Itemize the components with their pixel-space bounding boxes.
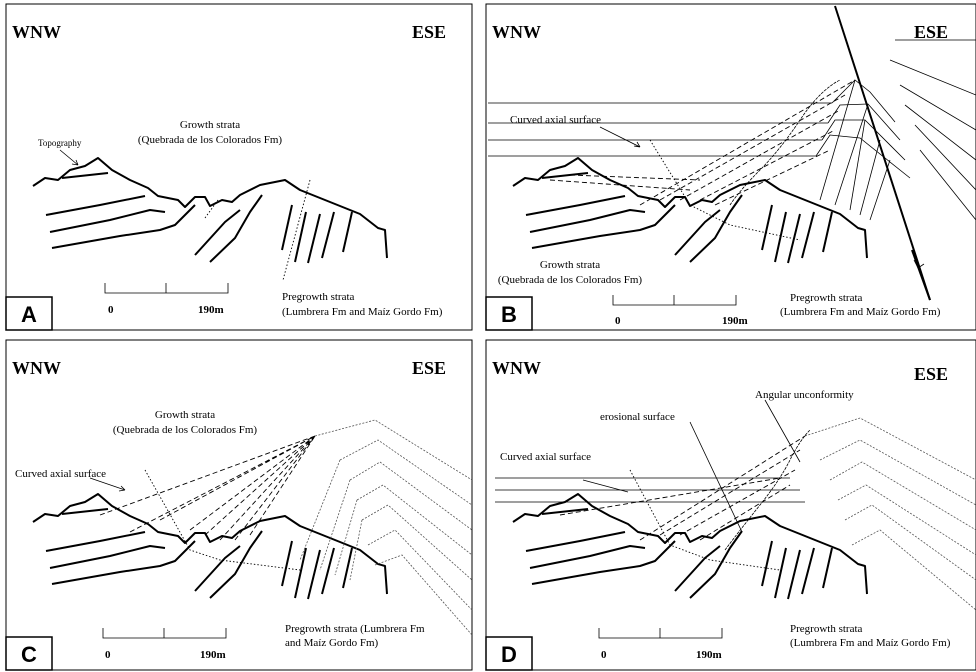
- scale-label: 190m: [200, 649, 226, 661]
- scale-label: 0: [615, 315, 621, 327]
- scale-label: 0: [105, 649, 111, 661]
- label: Growth strata: [540, 259, 600, 271]
- scale-bar: [613, 295, 736, 305]
- label: Growth strata: [155, 409, 215, 421]
- direction-label: WNW: [492, 22, 541, 42]
- fold-limbs: [820, 80, 890, 220]
- label: Growth strata: [180, 119, 240, 131]
- direction-label: WNW: [12, 358, 61, 378]
- label: Pregrowth strata: [282, 291, 355, 303]
- fold-outline: [315, 420, 472, 635]
- scale-bar: [103, 628, 226, 638]
- horizontal-strata: [488, 103, 832, 156]
- label: (Lumbrera Fm and Maíz Gordo Fm): [282, 306, 443, 318]
- growth-strata: [640, 80, 855, 205]
- scale-label: 0: [601, 649, 607, 661]
- axial-surface: [630, 470, 780, 570]
- panel-frame: [6, 4, 472, 330]
- label: (Quebrada de los Colorados Fm): [498, 274, 643, 286]
- fault: [912, 250, 930, 300]
- panel-b: WNW ESE Curved axial surface Growth stra…: [486, 4, 976, 330]
- axial-surface: [145, 470, 300, 570]
- scale-label: 190m: [722, 315, 748, 327]
- panel-c: WNW ESE Growth strata (Quebrada de los C…: [6, 340, 472, 670]
- scale-label: 190m: [696, 649, 722, 661]
- arrow: [60, 150, 78, 165]
- label: Pregrowth strata: [790, 623, 863, 635]
- label: Pregrowth strata: [790, 292, 863, 304]
- arrow: [600, 127, 640, 147]
- label: Curved axial surface: [510, 114, 601, 126]
- direction-label: ESE: [914, 364, 948, 384]
- label: Curved axial surface: [500, 451, 591, 463]
- label: (Quebrada de los Colorados Fm): [113, 424, 258, 436]
- cross-section: [33, 494, 387, 599]
- direction-label: ESE: [412, 22, 446, 42]
- label: (Quebrada de los Colorados Fm): [138, 134, 283, 146]
- fold-outline: [805, 418, 976, 610]
- label: erosional surface: [600, 411, 675, 423]
- axial-trace: [205, 200, 218, 218]
- cross-section: [513, 494, 867, 599]
- panel-a: WNW ESE Growth strata (Quebrada de los C…: [6, 4, 472, 330]
- label: Angular unconformity: [755, 389, 854, 401]
- panel-d: WNW ESE Angular unconformity erosional s…: [486, 340, 976, 670]
- panel-letter: A: [21, 302, 37, 327]
- panel-letter: D: [501, 642, 517, 667]
- scale-label: 190m: [198, 304, 224, 316]
- figure: WNW ESE Growth strata (Quebrada de los C…: [0, 0, 976, 672]
- panel-letter: B: [501, 302, 517, 327]
- hangingwall-strata: [890, 40, 976, 220]
- label: and Maíz Gordo Fm): [285, 637, 379, 649]
- label: Curved axial surface: [15, 468, 106, 480]
- fault: [835, 6, 930, 300]
- axial-surface: [650, 140, 800, 240]
- label: Topography: [38, 138, 82, 148]
- panel-letter: C: [21, 642, 37, 667]
- cross-section: [33, 158, 387, 263]
- label: (Lumbrera Fm and Maíz Gordo Fm): [780, 306, 941, 318]
- growth-strata: [100, 436, 315, 540]
- cross-section: [513, 158, 867, 263]
- direction-label: ESE: [412, 358, 446, 378]
- scale-bar: [599, 628, 722, 638]
- direction-label: WNW: [492, 358, 541, 378]
- direction-label: WNW: [12, 22, 61, 42]
- label: Pregrowth strata (Lumbrera Fm: [285, 623, 425, 635]
- growth-strata: [560, 436, 805, 540]
- panel-frame: [486, 340, 976, 670]
- scale-bar: [105, 283, 228, 293]
- label: (Lumbrera Fm and Maíz Gordo Fm): [790, 637, 951, 649]
- scale-label: 0: [108, 304, 114, 316]
- direction-label: ESE: [914, 22, 948, 42]
